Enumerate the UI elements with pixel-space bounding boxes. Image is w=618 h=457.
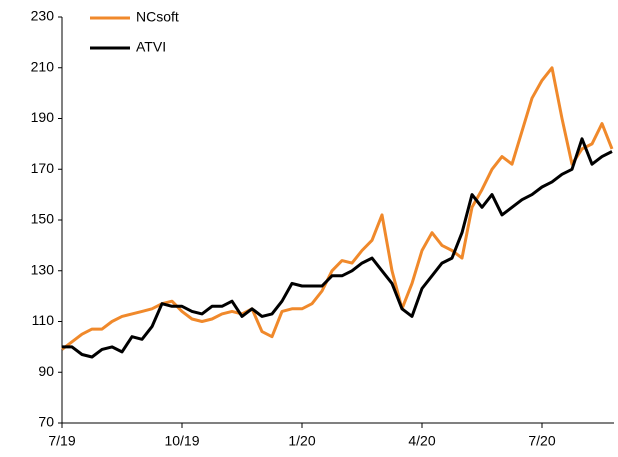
x-tick-label: 7/20 (528, 433, 555, 449)
y-tick-label: 190 (31, 109, 55, 125)
legend-label: ATVI (136, 39, 166, 55)
x-tick-label: 7/19 (48, 433, 75, 449)
x-tick-label: 1/20 (288, 433, 315, 449)
line-series (62, 137, 613, 359)
y-tick-label: 170 (31, 160, 55, 176)
y-tick-label: 210 (31, 58, 55, 74)
y-tick-label: 70 (38, 414, 54, 430)
x-tick-label: 10/19 (164, 433, 199, 449)
y-tick-label: 130 (31, 261, 55, 277)
x-tick-label: 4/20 (408, 433, 435, 449)
y-tick-label: 230 (31, 8, 55, 24)
y-tick-label: 150 (31, 211, 55, 227)
legend-label: NCsoft (136, 9, 179, 25)
line-series (61, 66, 614, 351)
y-tick-label: 110 (32, 312, 55, 328)
y-tick-label: 90 (38, 363, 54, 379)
